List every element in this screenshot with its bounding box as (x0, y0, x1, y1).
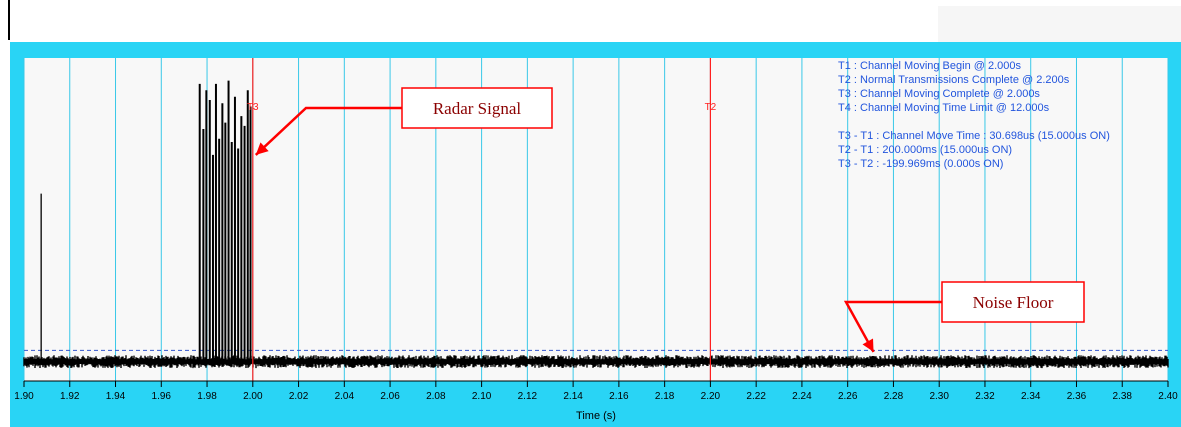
x-axis-label: Time (s) (576, 410, 616, 422)
x-tick-label: 2.06 (380, 391, 400, 402)
x-tick-label: 2.36 (1067, 391, 1087, 402)
callout-box (401, 87, 553, 129)
marker-label-t3: T3 (247, 102, 259, 113)
x-tick-label: 2.16 (609, 391, 629, 402)
info-line: T4 : Channel Moving Time Limit @ 12.000s (838, 102, 1050, 114)
marker-label-t2: T2 (705, 102, 717, 113)
x-tick-label: 2.00 (243, 391, 263, 402)
top-right-panel (938, 6, 1181, 42)
callout-box (941, 281, 1085, 323)
callout-arrow (843, 300, 942, 353)
x-tick-label: 1.92 (60, 391, 80, 402)
window-edge (8, 0, 10, 40)
radar-signal-trace (40, 80, 252, 362)
plot-area (24, 58, 1168, 381)
info-line: T2 : Normal Transmissions Complete @ 2.2… (838, 74, 1070, 86)
x-tick-label: 2.22 (746, 391, 766, 402)
x-tick-label: 2.14 (563, 391, 583, 402)
callout-label: Radar Signal (433, 99, 522, 118)
x-tick-label: 1.98 (197, 391, 217, 402)
x-tick-label: 2.28 (884, 391, 904, 402)
x-tick-label: 2.32 (975, 391, 995, 402)
callouts: Radar Signal Noise Floor (254, 87, 1085, 353)
marker-info-text: T1 : Channel Moving Begin @ 2.000s T2 : N… (838, 60, 1110, 170)
time-markers: T3 T2 (247, 58, 717, 381)
x-tick-label: 2.26 (838, 391, 858, 402)
callout-label: Noise Floor (973, 293, 1054, 312)
info-line: T3 - T1 : Channel Move Time : 30.698us (… (838, 130, 1110, 142)
x-tick-label: 1.90 (14, 391, 34, 402)
callout-arrowhead (255, 142, 269, 155)
x-tick-label: 2.34 (1021, 391, 1041, 402)
x-tick-label: 2.18 (655, 391, 675, 402)
callout-arrow (254, 106, 402, 156)
info-line: T1 : Channel Moving Begin @ 2.000s (838, 60, 1021, 72)
x-tick-label: 2.38 (1113, 391, 1133, 402)
x-tick-label: 2.10 (472, 391, 492, 402)
x-tick-label: 2.20 (701, 391, 721, 402)
x-tick-label: 2.08 (426, 391, 446, 402)
x-tick-label: 2.04 (335, 391, 355, 402)
x-tick-label: 2.02 (289, 391, 309, 402)
x-tick-label: 2.30 (929, 391, 949, 402)
noise-floor-trace (23, 355, 1169, 369)
x-axis-ticks: 1.90 1.92 1.94 1.96 1.98 2.00 2.02 2.04 2.06 2.08… (14, 381, 1178, 402)
info-line: T2 - T1 : 200.000ms (15.000us ON) (838, 144, 1012, 156)
info-line: T3 - T2 : -199.969ms (0.000s ON) (838, 158, 1003, 170)
x-tick-label: 2.24 (792, 391, 812, 402)
x-tick-label: 1.96 (152, 391, 172, 402)
x-tick-label: 2.12 (518, 391, 538, 402)
x-tick-label: 1.94 (106, 391, 126, 402)
callout-arrowhead (862, 338, 874, 352)
x-tick-label: 2.40 (1158, 391, 1178, 402)
info-line: T3 : Channel Moving Complete @ 2.000s (838, 88, 1040, 100)
